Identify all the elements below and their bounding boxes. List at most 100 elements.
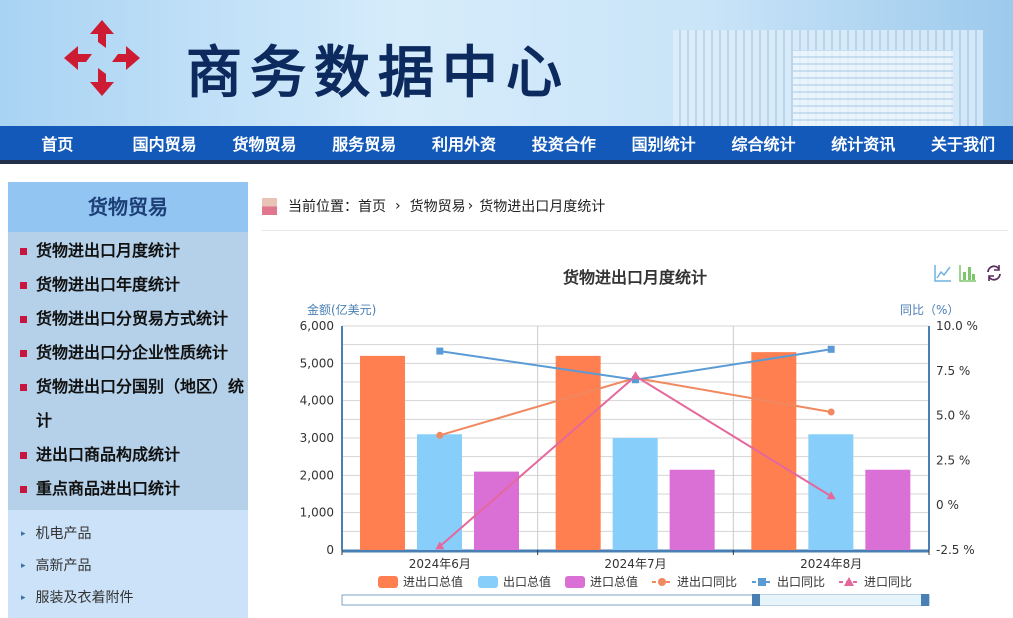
chevron-right-icon: ▸	[21, 561, 26, 571]
x-tick-label: 2024年8月	[800, 557, 862, 571]
sidebar-subitem-label: 服装及衣着附件	[35, 590, 134, 606]
point-5-2	[826, 491, 836, 500]
sidebar-subitem[interactable]: ▸ 服装及衣着附件	[8, 582, 248, 614]
nav-item-6[interactable]: 国别统计	[631, 135, 696, 154]
y-axis-label: 金额(亿美元)	[307, 302, 376, 317]
nav-item-8[interactable]: 统计资讯	[831, 135, 896, 154]
legend-marker	[844, 577, 854, 586]
line-chart-icon[interactable]	[934, 264, 952, 282]
point-3-2	[827, 408, 835, 416]
legend-label: 出口总值	[503, 574, 551, 589]
legend-marker	[758, 578, 766, 586]
sidebar-item[interactable]: 货物进出口月度统计	[8, 234, 248, 268]
bullet-icon	[20, 384, 27, 391]
y2-tick-label: 2.5 %	[936, 453, 970, 467]
y2-tick-label: 0 %	[936, 498, 959, 512]
y-tick-label: 5,000	[300, 356, 334, 370]
point-5-0	[435, 541, 445, 550]
y-tick-label: 0	[326, 543, 334, 557]
y-tick-label: 6,000	[300, 319, 334, 333]
sidebar-item[interactable]: 货物进出口分贸易方式统计	[8, 302, 248, 336]
data-zoom-range[interactable]	[757, 595, 929, 605]
sidebar-subitem[interactable]: ▸ 机电产品	[8, 518, 248, 550]
nav-item-0[interactable]: 首页	[41, 135, 74, 154]
y-tick-label: 4,000	[300, 394, 334, 408]
sidebar-item-label: 重点商品进出口统计	[36, 479, 181, 498]
sidebar: 货物贸易 货物进出口月度统计 货物进出口年度统计 货物进出口分贸易方式统计 货物进出口…	[8, 182, 248, 618]
sidebar-menu: 货物进出口月度统计 货物进出口年度统计货物进出口分贸易方式统计 货物进出口分企业性质…	[8, 232, 248, 510]
chevron-right-icon: ▸	[21, 529, 26, 539]
sidebar-item[interactable]: 进出口商品构成统计	[8, 438, 248, 472]
breadcrumb-goods-trade[interactable]: 货物贸易	[409, 199, 466, 215]
point-4-2	[827, 345, 835, 353]
y-tick-label: 1,000	[300, 506, 334, 520]
legend-swatch	[378, 576, 398, 588]
sidebar-title: 货物贸易	[8, 182, 248, 232]
legend-swatch	[478, 576, 498, 588]
legend-marker	[658, 578, 666, 586]
bar-1-0	[417, 434, 462, 550]
nav-item-9[interactable]: 关于我们	[931, 135, 996, 154]
sidebar-item-label: 货物进出口分企业性质统计	[36, 343, 229, 362]
breadcrumb-separator: ›	[467, 198, 474, 214]
breadcrumb-prefix: 当前位置：	[288, 199, 358, 215]
refresh-icon[interactable]	[985, 264, 1003, 282]
breadcrumb-home[interactable]: 首页	[358, 199, 386, 215]
bullet-icon	[20, 452, 27, 459]
bullet-icon	[20, 282, 27, 289]
nav-item-1[interactable]: 国内贸易	[132, 135, 197, 154]
legend-label: 进口总值	[590, 574, 638, 589]
sidebar-item[interactable]: 重点商品进出口统计	[8, 472, 248, 506]
bullet-icon	[20, 486, 27, 493]
legend-label: 进出口同比	[677, 575, 737, 589]
breadcrumb-current: 货物进出口月度统计	[479, 199, 606, 215]
data-zoom-handle-right[interactable]	[921, 594, 929, 606]
chart-title: 货物进出口月度统计	[562, 268, 707, 287]
bar-2-1	[669, 469, 715, 550]
data-zoom-handle-left[interactable]	[752, 594, 760, 606]
sidebar-subitem[interactable]: ▸ 高新产品	[8, 550, 248, 582]
legend-label: 进口同比	[864, 575, 912, 589]
legend-label: 出口同比	[777, 575, 825, 589]
sidebar-submenu: ▸ 机电产品 ▸ 高新产品 ▸ 服装及衣着附件	[8, 510, 248, 614]
bullet-icon	[20, 248, 27, 255]
breadcrumb-separator: ›	[395, 198, 401, 214]
y2-tick-label: 10.0 %	[936, 319, 978, 333]
nav-item-7[interactable]: 综合统计	[731, 135, 796, 154]
nav-item-3[interactable]: 服务贸易	[332, 135, 397, 154]
y2-tick-label: 7.5 %	[936, 364, 970, 378]
bar-0-0	[360, 355, 405, 550]
y-tick-label: 2,000	[300, 468, 334, 482]
bullet-icon	[20, 316, 27, 323]
sidebar-subitem-label: 机电产品	[35, 526, 92, 542]
nav-item-4[interactable]: 利用外资	[432, 135, 497, 154]
bar-2-2	[865, 469, 911, 550]
sidebar-item[interactable]: 货物进出口分企业性质统计	[8, 336, 248, 370]
point-3-0	[436, 431, 444, 439]
point-5-1	[631, 371, 640, 380]
y2-tick-label: -2.5 %	[936, 543, 975, 557]
divider	[262, 230, 1008, 231]
sidebar-item-label: 货物进出口分贸易方式统计	[36, 309, 229, 328]
x-tick-label: 2024年7月	[604, 557, 666, 571]
nav-item-2[interactable]: 货物贸易	[232, 135, 297, 154]
y2-tick-label: 5.0 %	[936, 409, 970, 423]
main-nav: 首页 国内贸易 货物贸易 服务贸易 利用外资 投资合作 国别统计 综合统计 统计资讯 关于我们	[0, 126, 1013, 164]
sidebar-subitem-label: 高新产品	[35, 558, 92, 574]
sidebar-item-label: 货物进出口分国别（地区）统计	[36, 377, 245, 430]
nav-item-5[interactable]: 投资合作	[531, 135, 596, 154]
sidebar-item[interactable]: 货物进出口分国别（地区）统计	[8, 370, 248, 438]
sidebar-item-label: 货物进出口年度统计	[36, 275, 181, 294]
chart: 0 1,000 2,000 3,000 4,000 5,000 6,000 -2.5 % 0 %…	[300, 302, 978, 606]
sidebar-item-label: 货物进出口月度统计	[36, 241, 181, 260]
y-tick-label: 3,000	[300, 431, 334, 445]
sidebar-item-label: 进出口商品构成统计	[36, 445, 181, 464]
building-image	[793, 50, 953, 126]
sidebar-item[interactable]: 货物进出口年度统计	[8, 268, 248, 302]
logo-icon	[64, 20, 140, 96]
site-title: 商务数据中心	[186, 41, 570, 106]
point-4-1	[632, 376, 639, 384]
bar-chart-icon[interactable]	[959, 264, 977, 282]
x-tick-label: 2024年6月	[409, 557, 471, 571]
location-icon	[262, 197, 277, 215]
